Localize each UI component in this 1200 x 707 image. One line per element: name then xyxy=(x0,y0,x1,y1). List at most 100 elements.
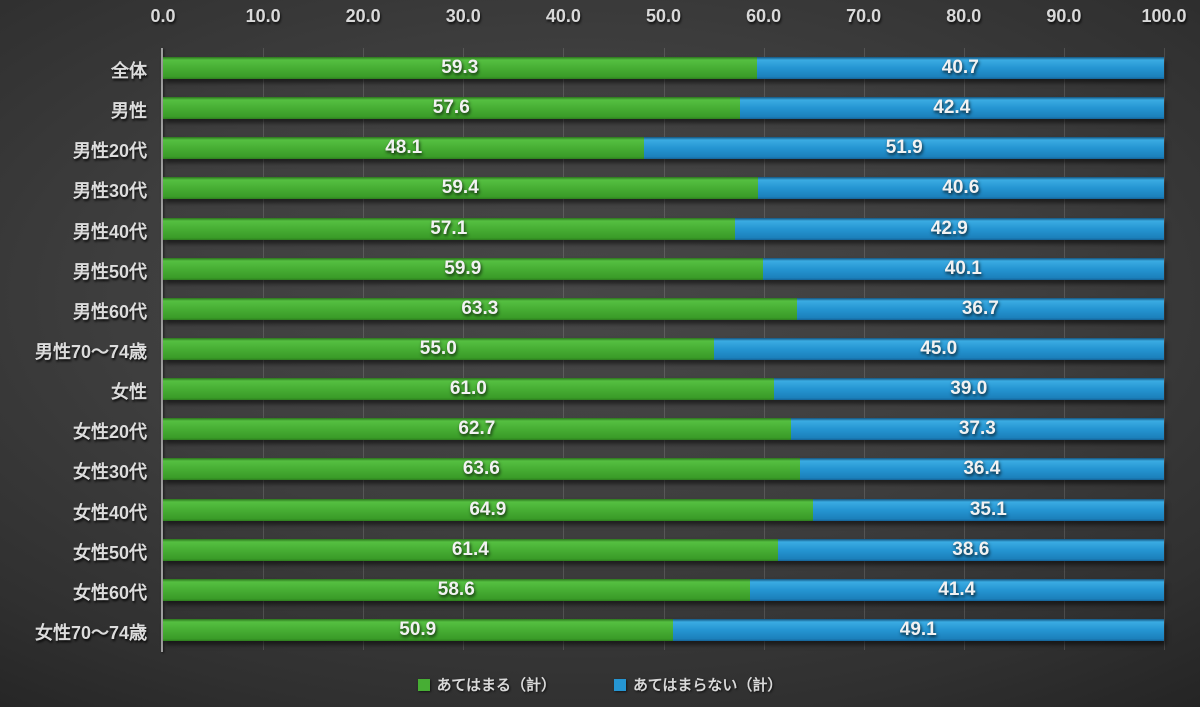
bar-value-label: 58.6 xyxy=(437,578,475,600)
category-label: 男性 xyxy=(111,101,147,122)
category-label: 全体 xyxy=(111,61,147,82)
category-label: 女性 xyxy=(111,382,147,403)
x-tick-label: 20.0 xyxy=(345,6,381,26)
bar-segment-not-applies: 51.9 xyxy=(644,137,1164,160)
stacked-bar: 57.6 42.4 xyxy=(163,97,1164,120)
bar-value-label: 38.6 xyxy=(952,538,990,560)
bar-segment-applies: 63.3 xyxy=(163,297,797,320)
bar-row: 58.6 41.4 xyxy=(163,570,1164,610)
bar-segment-not-applies: 42.4 xyxy=(739,97,1164,120)
stacked-bar: 61.4 38.6 xyxy=(163,538,1164,561)
bar-value-label: 61.0 xyxy=(449,378,487,400)
category-label: 女性20代 xyxy=(72,422,147,443)
category-label: 女性40代 xyxy=(72,502,147,523)
bar-row: 61.4 38.6 xyxy=(163,530,1164,570)
x-tick-label: 60.0 xyxy=(746,6,782,26)
bar-value-label: 64.9 xyxy=(469,498,507,520)
x-tick-label: 10.0 xyxy=(245,6,281,26)
bar-segment-applies: 59.3 xyxy=(163,57,757,80)
category-label: 男性50代 xyxy=(72,261,147,282)
bar-segment-applies: 55.0 xyxy=(163,337,714,360)
bar-segment-not-applies: 38.6 xyxy=(777,538,1164,561)
stacked-bar: 63.6 36.4 xyxy=(163,458,1164,481)
bar-value-label: 42.9 xyxy=(930,217,968,239)
bar-value-label: 55.0 xyxy=(419,337,457,359)
stacked-bar: 59.9 40.1 xyxy=(163,257,1164,280)
bar-value-label: 57.1 xyxy=(430,217,468,239)
bar-value-label: 36.7 xyxy=(961,297,999,319)
bar-row: 55.0 45.0 xyxy=(163,329,1164,369)
legend-marker-not-applies xyxy=(614,678,626,691)
legend-item-not-applies: あてはまらない（計） xyxy=(614,674,782,695)
stacked-bar: 64.9 35.1 xyxy=(163,498,1164,521)
x-tick-label: 0.0 xyxy=(150,6,176,26)
x-tick-label: 80.0 xyxy=(946,6,982,26)
bar-segment-not-applies: 49.1 xyxy=(672,618,1164,641)
legend-label: あてはまらない（計） xyxy=(633,677,783,694)
bar-segment-applies: 61.4 xyxy=(163,538,778,561)
bar-segment-applies: 61.0 xyxy=(163,378,774,401)
bar-segment-applies: 63.6 xyxy=(163,458,800,481)
category-axis: 全体 男性 男性20代 男性30代 男性40代 男性50代 男性60代 男性70～74歳 女性女… xyxy=(0,48,155,650)
bar-segment-applies: 58.6 xyxy=(163,578,750,601)
stacked-bar: 57.1 42.9 xyxy=(163,217,1164,240)
x-tick-label: 70.0 xyxy=(846,6,882,26)
bar-value-label: 62.7 xyxy=(458,418,496,440)
bar-segment-not-applies: 40.1 xyxy=(762,257,1164,280)
bar-value-label: 40.7 xyxy=(941,57,979,79)
category-label: 男性40代 xyxy=(72,221,147,242)
bar-segment-not-applies: 45.0 xyxy=(713,337,1164,360)
bar-segment-applies: 59.9 xyxy=(163,257,763,280)
stacked-bar: 62.7 37.3 xyxy=(163,418,1164,441)
x-tick-label: 100.0 xyxy=(1141,6,1187,26)
bar-segment-not-applies: 35.1 xyxy=(812,498,1164,521)
bar-row: 63.6 36.4 xyxy=(163,449,1164,489)
category-label: 男性20代 xyxy=(72,141,147,162)
plot-area: 59.3 40.7 57.6 42.4 48.1 51.9 59.4 40.6 57.1 42.9… xyxy=(161,48,1165,652)
bar-value-label: 59.3 xyxy=(441,57,479,79)
gridline xyxy=(1164,48,1165,650)
bar-segment-not-applies: 36.7 xyxy=(796,297,1164,320)
bar-value-label: 63.3 xyxy=(461,297,499,319)
bar-value-label: 45.0 xyxy=(920,337,958,359)
stacked-bar: 50.9 49.1 xyxy=(163,618,1164,641)
bar-segment-not-applies: 37.3 xyxy=(790,418,1164,441)
stacked-bar: 59.3 40.7 xyxy=(163,57,1164,80)
bar-segment-applies: 59.4 xyxy=(163,177,758,200)
stacked-bar: 58.6 41.4 xyxy=(163,578,1164,601)
category-label: 女性60代 xyxy=(72,582,147,603)
bar-value-label: 61.4 xyxy=(451,538,489,560)
bar-value-label: 51.9 xyxy=(885,137,923,159)
bar-row: 61.0 39.0 xyxy=(163,369,1164,409)
bar-value-label: 40.1 xyxy=(944,257,982,279)
category-label: 女性70～74歳 xyxy=(34,622,147,643)
bar-value-label: 39.0 xyxy=(950,378,988,400)
category-label: 女性50代 xyxy=(72,542,147,563)
bar-value-label: 59.9 xyxy=(444,257,482,279)
bar-segment-not-applies: 40.6 xyxy=(757,177,1164,200)
bar-segment-applies: 48.1 xyxy=(163,137,645,160)
bar-row: 57.6 42.4 xyxy=(163,88,1164,128)
stacked-bar: 48.1 51.9 xyxy=(163,137,1164,160)
category-label: 男性30代 xyxy=(72,181,147,202)
bar-segment-applies: 57.6 xyxy=(163,97,740,120)
bar-value-label: 50.9 xyxy=(399,618,437,640)
x-tick-label: 30.0 xyxy=(445,6,481,26)
bar-segment-applies: 57.1 xyxy=(163,217,735,240)
x-tick-label: 40.0 xyxy=(545,6,581,26)
bar-row: 63.3 36.7 xyxy=(163,289,1164,329)
bar-value-label: 37.3 xyxy=(958,418,996,440)
bar-segment-applies: 50.9 xyxy=(163,618,673,641)
bar-row: 62.7 37.3 xyxy=(163,409,1164,449)
legend-label: あてはまる（計） xyxy=(436,677,556,694)
x-tick-label: 50.0 xyxy=(645,6,682,26)
bar-value-label: 49.1 xyxy=(899,618,937,640)
bar-row: 57.1 42.9 xyxy=(163,209,1164,249)
y-axis-line xyxy=(161,48,163,652)
bar-segment-not-applies: 40.7 xyxy=(756,57,1164,80)
bar-segment-applies: 62.7 xyxy=(163,418,791,441)
bar-value-label: 63.6 xyxy=(462,458,500,480)
x-tick-label: 90.0 xyxy=(1046,6,1082,26)
bar-segment-not-applies: 42.9 xyxy=(734,217,1164,240)
